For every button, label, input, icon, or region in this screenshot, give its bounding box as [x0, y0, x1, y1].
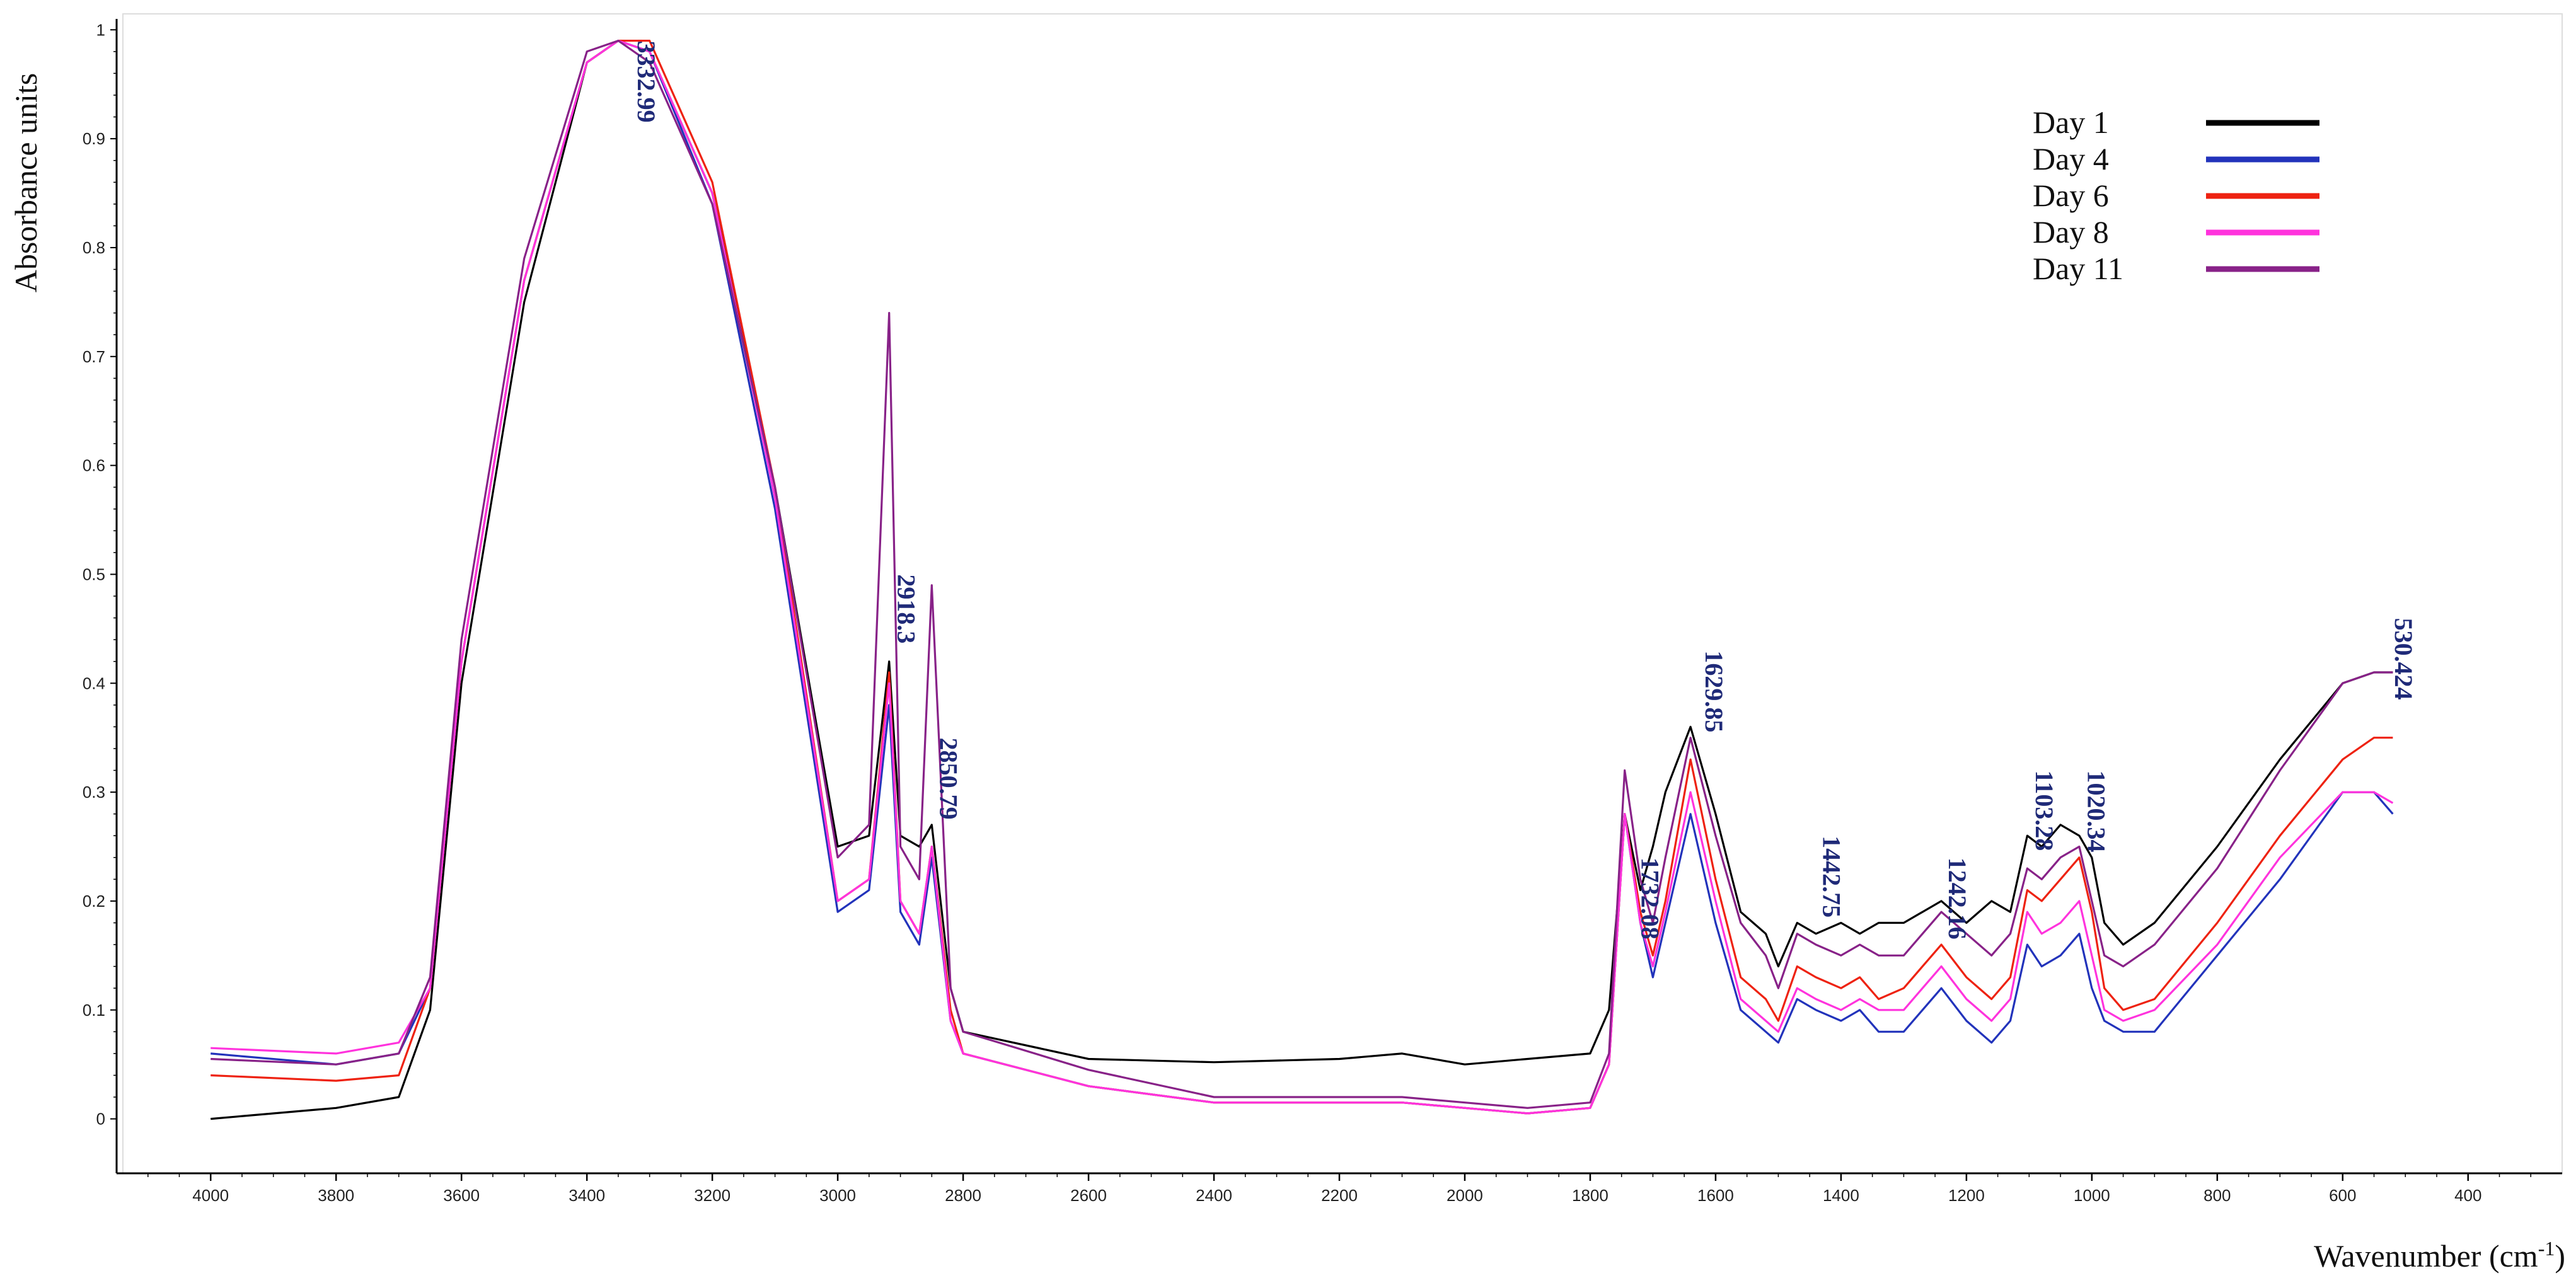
x-tick-label: 2800 — [945, 1186, 981, 1205]
series-line-day-11 — [211, 39, 2393, 1109]
x-axis-title-sup: -1 — [2538, 1237, 2555, 1260]
series-line-day-8 — [211, 39, 2394, 1115]
y-tick-label: 0 — [96, 1110, 105, 1129]
y-tick-label: 0.7 — [83, 347, 105, 366]
peak-label: 530.424 — [2389, 618, 2418, 700]
legend-label: Day 1 — [2033, 105, 2109, 140]
peak-label: 2850.79 — [935, 738, 963, 820]
x-tick-label: 3000 — [819, 1186, 856, 1205]
series-line-day-4 — [211, 39, 2394, 1115]
x-axis-title-main: Wavenumber (cm — [2314, 1238, 2538, 1274]
peak-label: 1442.75 — [1817, 836, 1845, 917]
x-axis-title-close: ) — [2555, 1238, 2565, 1274]
x-tick-label: 3600 — [443, 1186, 480, 1205]
peak-label: 1020.34 — [2082, 771, 2111, 853]
x-tick-label: 2400 — [1196, 1186, 1232, 1205]
x-tick-label: 3400 — [569, 1186, 605, 1205]
legend-label: Day 6 — [2033, 178, 2109, 213]
legend-label: Day 11 — [2033, 251, 2123, 286]
x-tick-label: 3200 — [694, 1186, 731, 1205]
peak-label: 1732.08 — [1636, 858, 1665, 940]
y-tick-label: 0.5 — [83, 565, 105, 584]
x-tick-label: 1600 — [1697, 1186, 1734, 1205]
x-tick-label: 2000 — [1447, 1186, 1483, 1205]
peak-label: 3332.99 — [632, 41, 661, 123]
x-tick-label: 600 — [2329, 1186, 2356, 1205]
y-tick-label: 0.6 — [83, 456, 105, 475]
y-tick-label: 0.4 — [83, 674, 105, 693]
legend-label: Day 8 — [2033, 214, 2109, 250]
x-tick-label: 800 — [2203, 1186, 2231, 1205]
peak-label: 1629.85 — [1700, 650, 1728, 732]
plot-frame — [122, 13, 2563, 1174]
x-tick-label: 400 — [2454, 1186, 2481, 1205]
legend-label: Day 4 — [2033, 141, 2109, 176]
x-tick-label: 1200 — [1948, 1186, 1985, 1205]
x-tick-label: 2600 — [1070, 1186, 1107, 1205]
peak-label: 1103.28 — [2030, 771, 2059, 851]
x-tick-label: 1400 — [1823, 1186, 1859, 1205]
y-tick-label: 0.3 — [83, 783, 105, 802]
y-axis-title: Absorbance units — [8, 73, 43, 293]
peak-label: 1242.16 — [1943, 858, 1972, 940]
x-tick-label: 2200 — [1321, 1186, 1358, 1205]
x-tick-label: 1000 — [2074, 1186, 2110, 1205]
peak-label: 2918.3 — [892, 574, 920, 643]
y-tick-label: 0.9 — [83, 129, 105, 148]
x-axis-title: Wavenumber (cm-1) — [2314, 1237, 2565, 1274]
y-tick-label: 0.8 — [83, 238, 105, 257]
y-tick-label: 0.1 — [83, 1001, 105, 1020]
x-tick-label: 3800 — [318, 1186, 354, 1205]
y-tick-label: 0.2 — [83, 892, 105, 911]
x-tick-label: 1800 — [1572, 1186, 1609, 1205]
y-tick-label: 1 — [96, 20, 105, 39]
x-tick-label: 4000 — [192, 1186, 229, 1205]
